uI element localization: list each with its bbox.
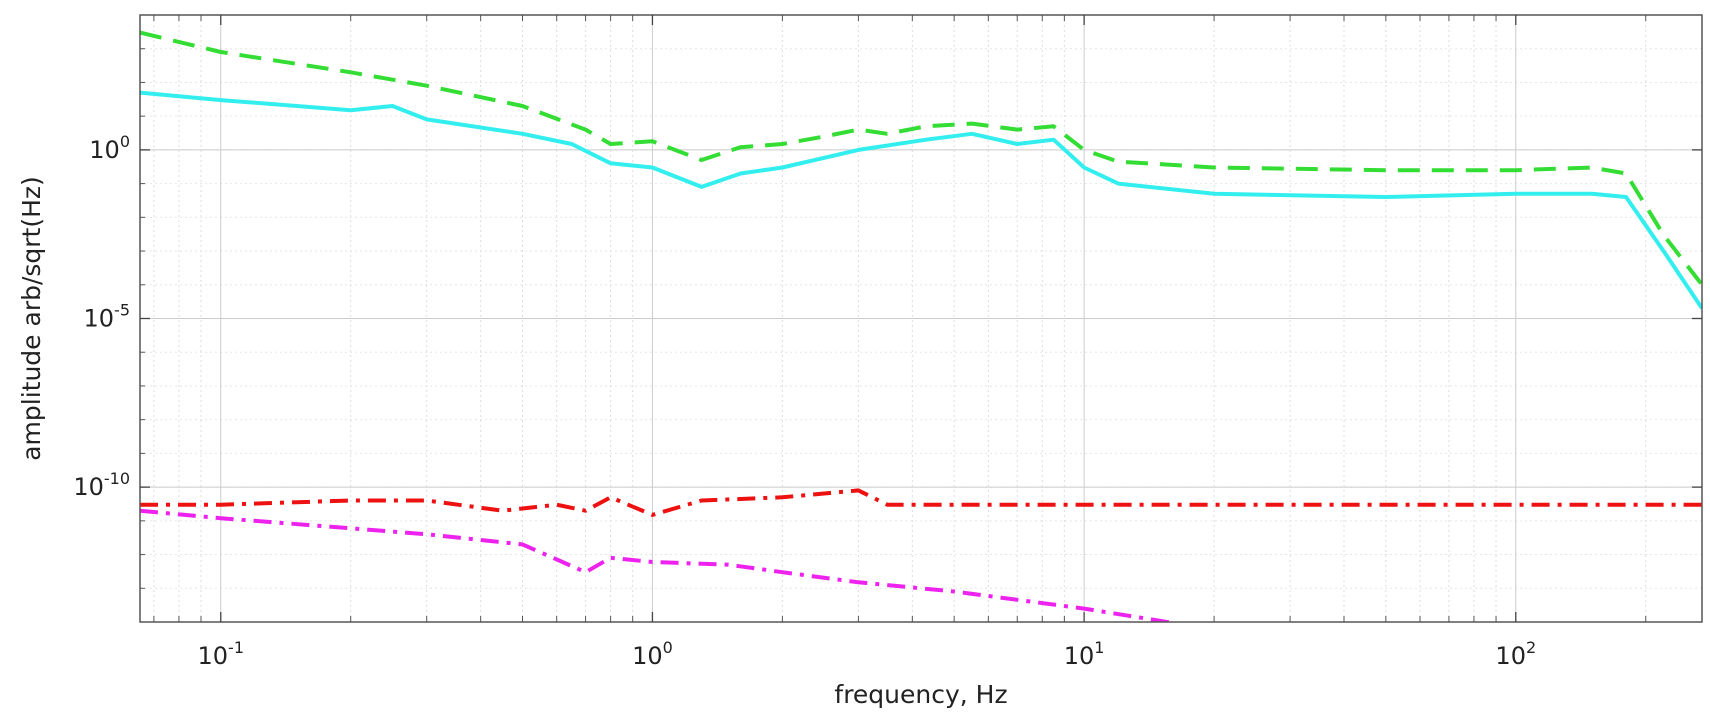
series-line-3 [140, 488, 1702, 517]
series-line-1 [140, 30, 1702, 287]
x-axis-label: frequency, Hz [834, 680, 1007, 709]
series-line-4 [140, 508, 1181, 622]
y-tick-label: 100 [89, 132, 130, 164]
y-tick-label: 10-10 [73, 469, 130, 501]
major-grid [140, 15, 1702, 622]
y-axis-label: amplitude arb/sqrt(Hz) [17, 176, 46, 461]
x-tick-label: 101 [1064, 638, 1105, 670]
plot-area [140, 30, 1702, 622]
x-tick-label: 10-1 [198, 638, 245, 670]
ticks [140, 14, 1702, 623]
tick-labels: 10-1 100 101 102 100 10-5 10-10 [73, 132, 1536, 670]
x-tick-label: 102 [1495, 638, 1536, 670]
x-tick-label: 100 [632, 638, 673, 670]
series-line-2 [140, 90, 1702, 310]
y-tick-label: 10-5 [84, 301, 131, 333]
